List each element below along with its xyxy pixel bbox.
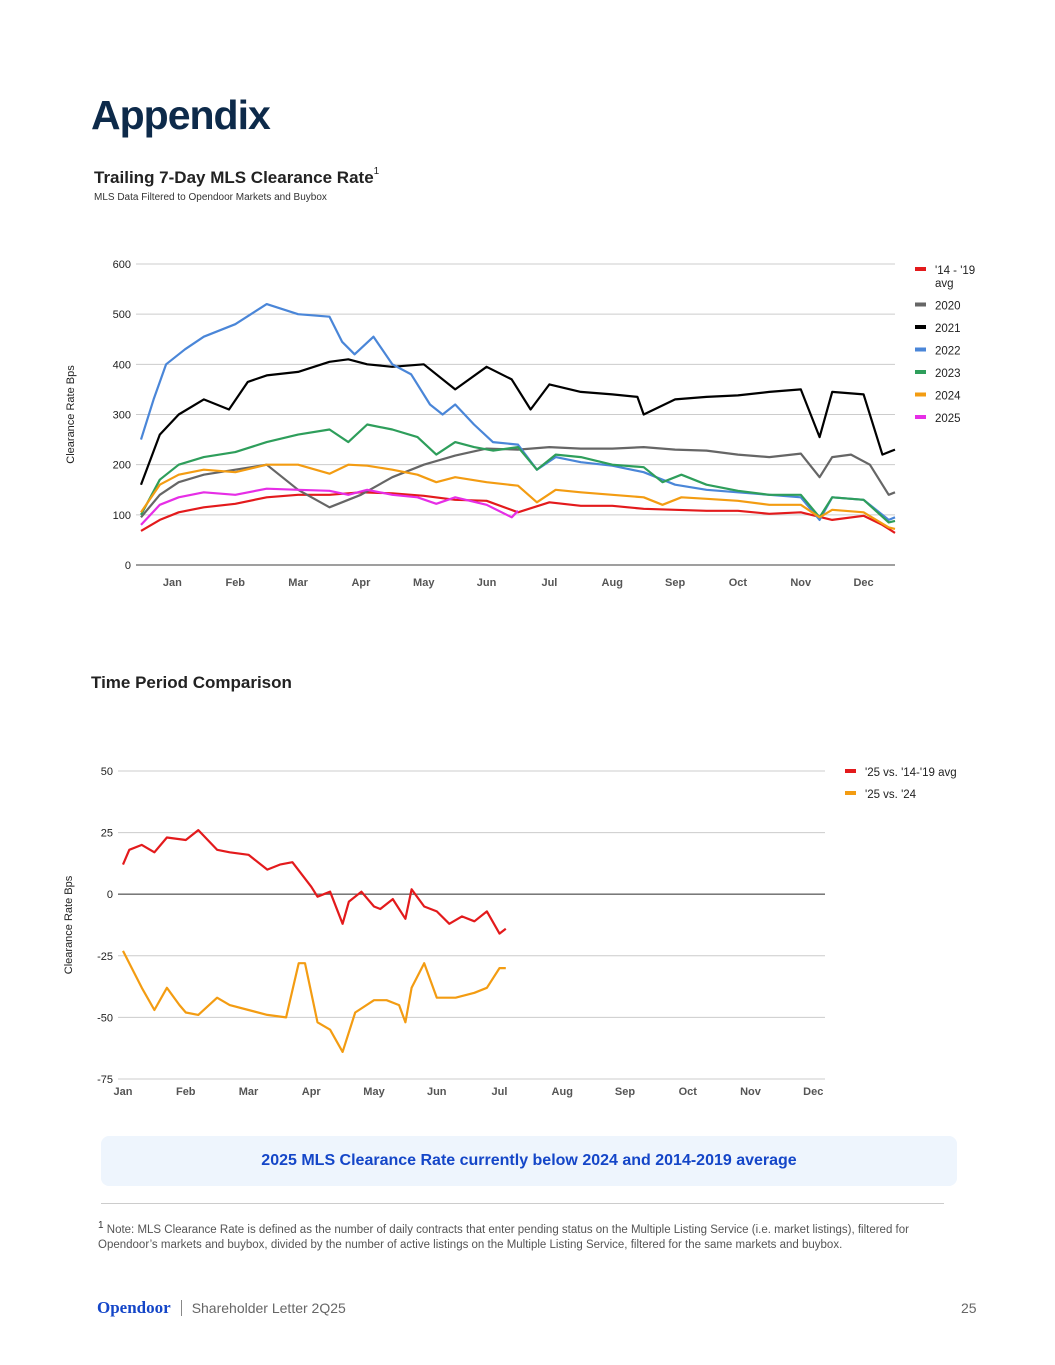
page-number: 25: [961, 1300, 977, 1316]
x-tick-label: May: [363, 1086, 385, 1098]
divider: [101, 1203, 944, 1204]
footnote: 1 Note: MLS Clearance Rate is defined as…: [98, 1218, 958, 1253]
x-tick-label: Aug: [602, 577, 623, 589]
legend-label: 2022: [935, 346, 961, 358]
legend-label: '25 vs. '14-'19 avg: [865, 767, 957, 779]
legend-label: 2023: [935, 368, 961, 380]
clearance-rate-chart: 0 100 200 300 400 500 600 Jan Feb Mar Apr May Jun Jul…: [65, 259, 975, 589]
x-tick-label: Dec: [803, 1086, 823, 1098]
series-line-2022: [139, 302, 896, 521]
footer-text: Shareholder Letter 2Q25: [191, 1300, 346, 1316]
chart1-title-text: Trailing 7-Day MLS Clearance Rate: [94, 168, 374, 187]
callout-text: 2025 MLS Clearance Rate currently below …: [261, 1152, 797, 1169]
y-tick-label: 400: [113, 359, 131, 371]
series-line-2020: [140, 446, 896, 519]
x-tick-label: Oct: [729, 577, 748, 589]
x-tick-label: Mar: [239, 1086, 259, 1098]
x-tick-label: Sep: [665, 577, 685, 589]
opendoor-logo: Opendoor: [97, 1298, 171, 1317]
x-tick-label: Dec: [853, 577, 873, 589]
x-tick-label: Nov: [790, 577, 812, 589]
legend-swatch: [845, 769, 856, 773]
y-tick-label: 300: [113, 410, 131, 422]
callout-box: 2025 MLS Clearance Rate currently below …: [101, 1136, 957, 1186]
footer: Opendoor Shareholder Letter 2Q25: [97, 1298, 346, 1318]
x-tick-label: Jul: [492, 1086, 508, 1098]
x-tick-label: Jan: [114, 1086, 133, 1098]
legend-swatch: [915, 347, 926, 352]
legend-swatch: [915, 415, 926, 419]
time-period-comparison-chart: -75 -50 -25 0 25 50 Jan Feb Mar Apr May Jun Jul Aug Se…: [63, 766, 957, 1098]
y-axis-label: Clearance Rate Bps: [63, 875, 75, 974]
legend-swatch: [915, 302, 926, 307]
legend-label: 2024: [935, 391, 961, 403]
chart1-subtitle: MLS Data Filtered to Opendoor Markets an…: [94, 192, 327, 203]
x-tick-label: Apr: [351, 577, 371, 589]
y-tick-label: 0: [125, 560, 131, 572]
legend-label: 2021: [935, 323, 961, 335]
series-line-2024: [140, 463, 896, 530]
x-tick-label: Jun: [427, 1086, 447, 1098]
y-tick-label: 600: [113, 259, 131, 271]
x-tick-label: May: [413, 577, 435, 589]
footnote-marker: 1: [98, 1220, 104, 1231]
x-tick-label: Jul: [541, 577, 557, 589]
x-tick-label: Mar: [288, 577, 308, 589]
y-tick-label: -75: [97, 1074, 113, 1086]
y-axis-label: Clearance Rate Bps: [65, 365, 77, 464]
chart1-title: Trailing 7-Day MLS Clearance Rate1: [94, 166, 380, 188]
x-tick-label: Feb: [225, 577, 245, 589]
x-tick-label: Aug: [552, 1086, 573, 1098]
legend-label: 2025: [935, 413, 961, 425]
legend-label: avg: [935, 278, 954, 290]
y-tick-label: 50: [101, 766, 113, 778]
x-tick-label: Nov: [740, 1086, 762, 1098]
series-line-2025: [140, 487, 519, 526]
legend-label: '14 - '19: [935, 265, 975, 277]
legend-swatch: [915, 267, 926, 271]
page-title: Appendix: [91, 92, 271, 138]
series-line-25-vs-24: [122, 950, 506, 1053]
x-tick-label: Jan: [163, 577, 182, 589]
y-tick-label: 200: [113, 460, 131, 472]
x-tick-label: Apr: [302, 1086, 322, 1098]
series-line-14-19-avg: [140, 491, 896, 534]
y-tick-label: -50: [97, 1012, 113, 1024]
legend-swatch: [915, 370, 926, 374]
legend-swatch: [845, 791, 856, 795]
series-line-2021: [139, 358, 896, 486]
y-tick-label: 25: [101, 828, 113, 840]
series-line-2023: [140, 423, 896, 524]
footnote-ref: 1: [373, 166, 380, 177]
y-tick-label: 100: [113, 510, 131, 522]
legend-swatch: [915, 325, 926, 329]
x-tick-label: Sep: [615, 1086, 635, 1098]
legend-label: 2020: [935, 301, 961, 313]
legend-label: '25 vs. '24: [865, 789, 917, 801]
x-tick-label: Feb: [176, 1086, 196, 1098]
y-tick-label: -25: [97, 951, 113, 963]
legend-swatch: [915, 392, 926, 397]
y-tick-label: 500: [113, 309, 131, 321]
x-tick-label: Jun: [477, 577, 497, 589]
footer-separator: [180, 1300, 182, 1316]
y-tick-label: 0: [107, 889, 113, 901]
footnote-text: Note: MLS Clearance Rate is defined as t…: [98, 1223, 909, 1251]
x-tick-label: Oct: [679, 1086, 698, 1098]
chart2-title: Time Period Comparison: [91, 673, 292, 692]
series-line-25-vs-14-19-avg: [121, 828, 507, 935]
